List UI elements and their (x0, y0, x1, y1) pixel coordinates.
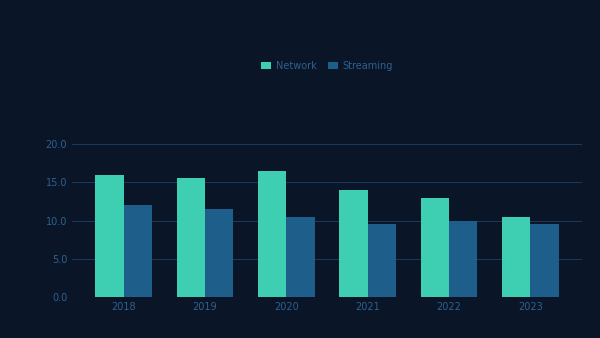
Bar (286, 217, 315, 297)
Bar (95, 174, 124, 297)
Bar (258, 171, 286, 297)
Bar (421, 198, 449, 297)
Bar (205, 209, 233, 297)
Bar (124, 205, 152, 297)
Bar (176, 178, 205, 297)
Bar (530, 224, 559, 297)
Legend: Network, Streaming: Network, Streaming (257, 57, 397, 75)
Bar (368, 224, 396, 297)
Bar (339, 190, 368, 297)
Bar (502, 217, 530, 297)
Bar (449, 221, 478, 297)
